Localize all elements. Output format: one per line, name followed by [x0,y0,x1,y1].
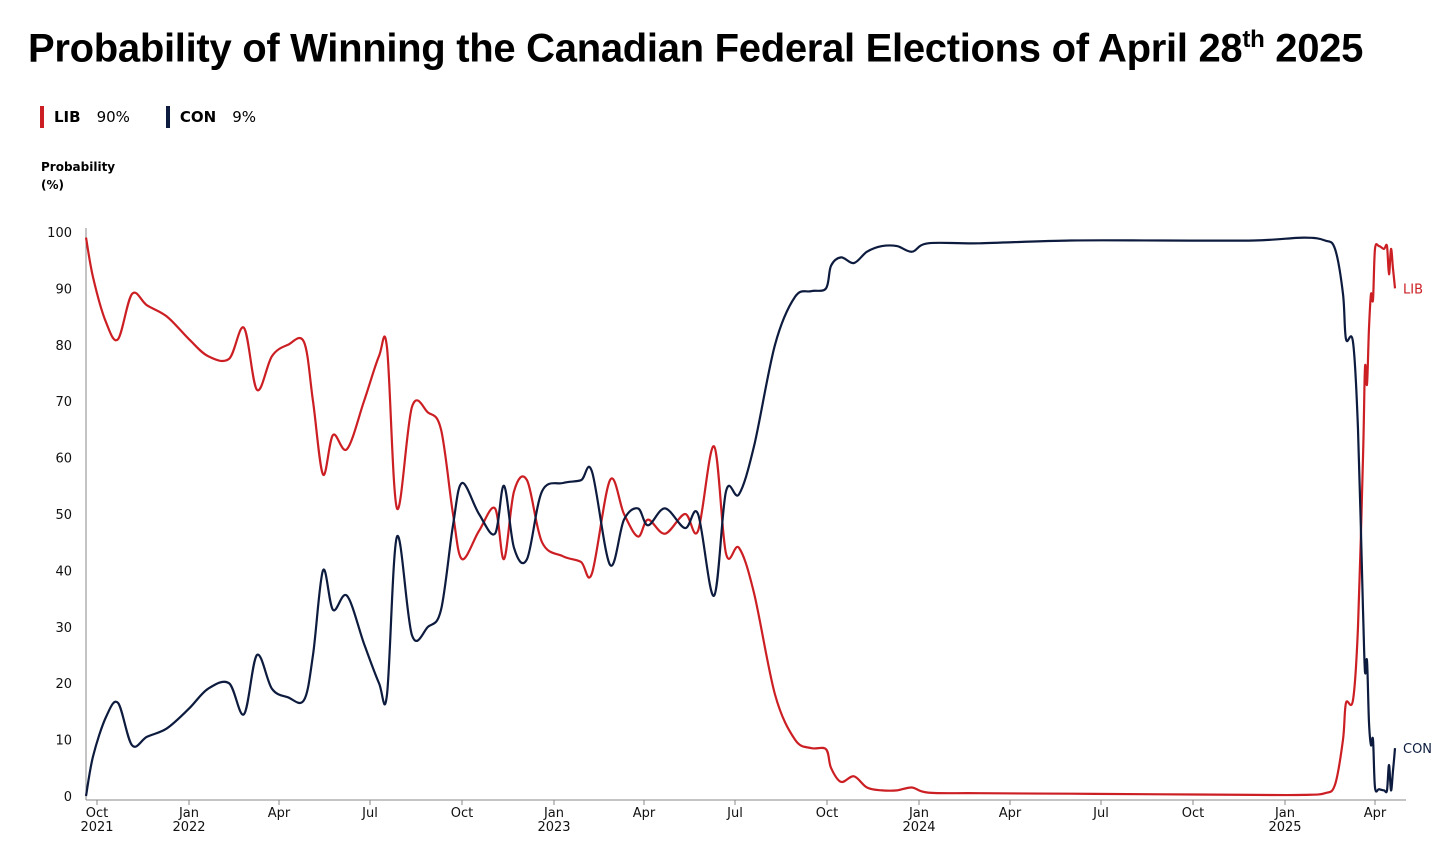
y-tick-label: 70 [55,395,72,410]
x-tick-year-label: 2024 [902,820,935,835]
x-tick-label: Oct [1182,806,1204,821]
y-tick-label: 30 [55,621,72,636]
legend-swatch-con [165,106,170,128]
x-tick-label: Oct [86,806,108,821]
x-tick-year-label: 2021 [80,820,113,835]
series-line-lib [84,237,1397,797]
x-tick-label: Apr [1364,806,1387,821]
x-tick-label: Jul [361,806,378,821]
legend-label-con: CON [179,108,217,126]
legend-swatch-lib [40,106,44,128]
y-tick-label: 20 [55,677,72,692]
x-tick-label: Jan [178,806,199,821]
x-tick-label: Apr [999,806,1022,821]
y-tick-label: 40 [55,564,72,579]
legend-value-con: 9% [232,108,257,126]
y-tick-label: 90 [55,282,72,297]
x-tick-label: Oct [816,806,838,821]
y-tick-label: 80 [55,339,72,354]
x-tick-label: Jul [1092,806,1109,821]
x-tick-label: Apr [633,806,656,821]
x-tick-label: Jan [908,806,929,821]
legend-item-con: CON 9% [165,106,257,128]
x-tick-year-label: 2023 [537,820,570,835]
y-tick-label: 50 [55,508,72,523]
legend-value-lib: 90% [96,108,130,126]
y-axis-label: Probability (%) [41,160,116,192]
y-tick-label: 100 [47,226,72,241]
x-tick-label: Jan [543,806,564,821]
x-tick-label: Oct [451,806,473,821]
series-end-label-con: CON [1403,742,1432,757]
series-end-label-lib: LIB [1403,282,1423,297]
x-tick-label: Jan [1274,806,1295,821]
series-line-con [84,236,1397,797]
y-tick-label: 0 [64,790,72,805]
x-tick-label: Jul [726,806,743,821]
x-tick-year-label: 2025 [1268,820,1301,835]
legend: LIB 90% CON 9% [40,106,256,128]
legend-item-lib: LIB 90% [40,106,130,128]
x-tick-label: Apr [268,806,291,821]
x-tick-year-label: 2022 [172,820,205,835]
chart-title: Probability of Winning the Canadian Fede… [28,26,1364,71]
legend-label-lib: LIB [54,108,81,126]
y-tick-label: 10 [55,734,72,749]
y-tick-label: 60 [55,452,72,467]
